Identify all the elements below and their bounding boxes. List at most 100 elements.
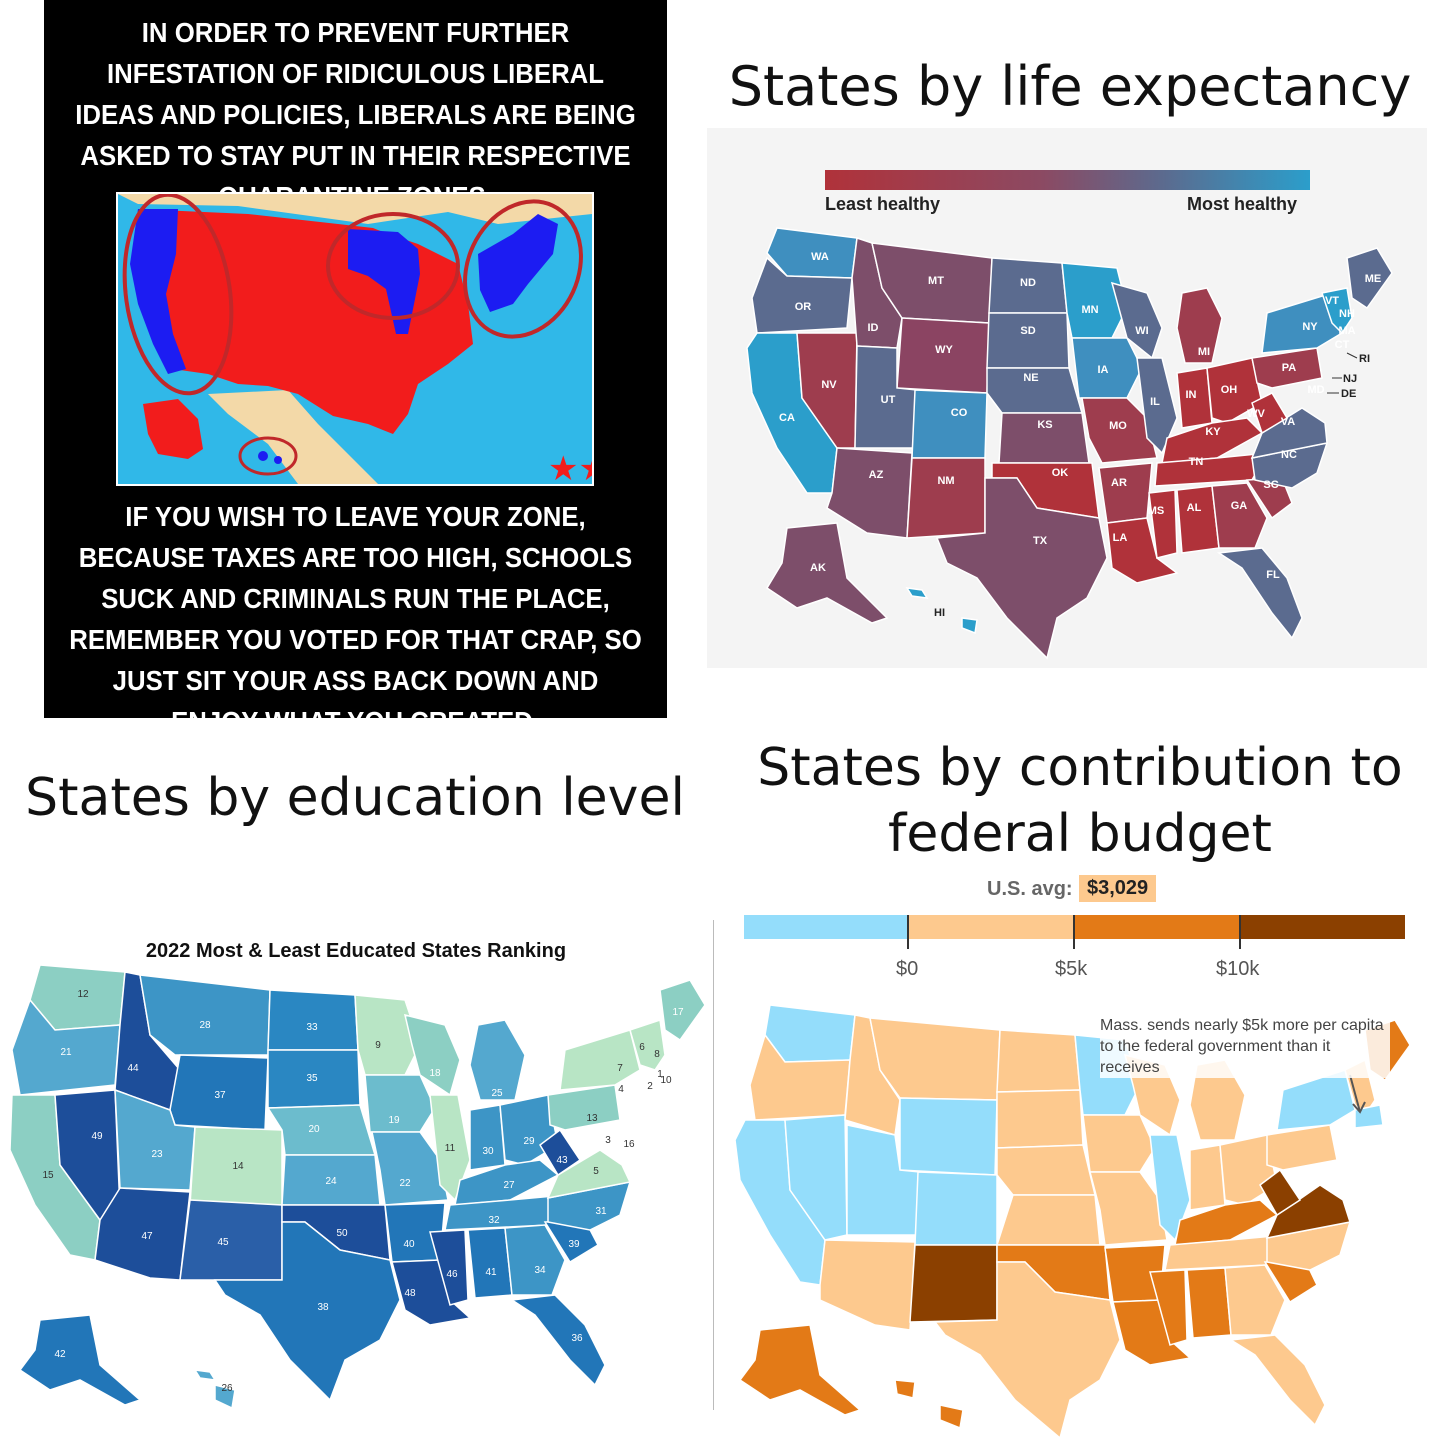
fed-state-in [1189,1144,1226,1211]
life-label-sd: SD [1020,325,1035,337]
edu-rank-wv: 43 [556,1155,568,1166]
edu-rank-il: 11 [445,1143,456,1154]
fed-state-va [1265,1184,1351,1240]
edu-rank-tx: 38 [317,1302,329,1313]
fed-state-wv [1259,1168,1302,1217]
edu-rank-tn: 32 [488,1215,500,1226]
edu-rank-nc: 31 [595,1206,607,1217]
education-panel: 2022 Most & Least Educated States Rankin… [0,920,712,1430]
life-label-de: DE [1341,388,1356,400]
life-expectancy-title: States by life expectancy [728,55,1412,118]
edu-rank-me: 17 [672,1007,684,1018]
edu-rank-vt: 6 [639,1042,645,1053]
edu-rank-nv: 49 [91,1131,103,1142]
life-state-or [751,256,853,334]
life-label-nh: NH [1339,308,1355,320]
edu-rank-ne: 20 [308,1124,320,1135]
fed-state-nm [909,1244,998,1323]
edu-rank-oh: 29 [523,1136,535,1147]
life-label-me: ME [1365,273,1382,285]
life-label-la: LA [1113,532,1128,544]
edu-rank-nh: 8 [654,1049,660,1060]
fed-state-ga [1224,1264,1286,1336]
life-label-ky: KY [1205,426,1221,438]
edu-rank-nm: 45 [217,1237,229,1248]
meme-blue-northeast [478,214,558,312]
education-title: States by education level [25,768,685,828]
edu-rank-ut: 23 [151,1149,163,1160]
life-label-ne: NE [1023,372,1038,384]
life-state-tx [935,477,1108,660]
life-label-mn: MN [1081,304,1098,316]
edu-state-nd [267,989,359,1051]
life-state-fl [1216,547,1303,640]
edu-rank-ga: 34 [534,1265,546,1276]
fed-scale-low [908,915,1074,939]
edu-rank-va: 5 [593,1166,599,1177]
edu-state-az [94,1187,191,1281]
edu-state-nh-vt [629,1019,666,1071]
life-state-me [1346,247,1393,310]
life-state-ny [1261,292,1343,354]
life-expectancy-panel: Least healthy Most healthy [707,128,1427,668]
edu-state-ny [559,1029,641,1091]
edu-rank-ma: 1 [657,1069,663,1080]
edu-rank-az: 47 [141,1231,153,1242]
edu-rank-mi: 25 [491,1088,503,1099]
meme-top-text: IN ORDER TO PREVENT FURTHER INFESTATION … [75,17,636,212]
edu-state-wv [539,1128,582,1177]
edu-rank-md: 3 [605,1135,611,1146]
life-state-wi [1110,281,1163,360]
edu-state-ak [18,1314,142,1406]
fed-state-nv [784,1114,848,1241]
education-map-svg: 12 21 15 49 44 28 37 23 14 47 45 33 35 2… [9,964,706,1410]
life-label-az: AZ [869,469,884,481]
edu-rank-mn: 9 [375,1040,381,1051]
fed-state-co [914,1171,998,1246]
edu-rank-la: 48 [404,1288,416,1299]
life-map-svg: WA OR CA NV ID MT WY UT CO AZ NM ND SD N… [746,227,1393,660]
life-state-ak [765,522,889,624]
edu-rank-ok: 50 [336,1228,348,1239]
edu-rank-wa: 12 [77,989,89,1000]
edu-rank-ms: 46 [446,1269,458,1280]
edu-rank-in: 30 [482,1146,494,1157]
life-label-il: IL [1150,396,1160,408]
life-label-ia: IA [1098,364,1109,376]
life-label-ok: OK [1052,467,1069,479]
life-legend-bar [825,170,1310,190]
life-state-wv [1251,392,1289,435]
fed-tick-label-10k: $10k [1216,958,1260,980]
fed-state-ne [996,1144,1096,1196]
life-label-wv: WV [1247,408,1265,420]
meme-blue-west [130,209,186,374]
edu-state-pa [547,1084,621,1131]
fed-annotation: Mass. sends nearly $5k more per capita t… [1100,1015,1390,1078]
federal-budget-panel: U.S. avg: $3,029 $0 $5k $10k [715,870,1435,1438]
life-label-in: IN [1186,389,1197,401]
life-legend-high: Most healthy [1187,194,1298,214]
fed-avg-value: $3,029 [1079,875,1157,902]
life-label-md: MD [1307,384,1324,396]
life-label-nd: ND [1020,277,1036,289]
life-label-mt: MT [928,275,944,287]
life-label-ca: CA [779,412,795,424]
meme-bottom-text: IF YOU WISH TO LEAVE YOUR ZONE, BECAUSE … [69,501,642,737]
edu-state-me [659,979,706,1042]
edu-rank-ri: 2 [647,1081,653,1092]
fed-state-pa [1266,1124,1338,1171]
life-label-vt: VT [1325,295,1339,307]
life-label-or: OR [795,301,812,313]
life-label-ar: AR [1111,477,1127,489]
life-state-hi [905,587,929,599]
fed-scale-mid [1074,915,1240,939]
edu-rank-fl: 36 [571,1333,583,1344]
life-label-ma: MA [1338,325,1355,337]
edu-rank-al: 41 [485,1267,497,1278]
fed-state-hi [939,1404,964,1430]
edu-state-mi [469,1019,526,1101]
fed-scale-high [1240,915,1405,939]
fed-tick-label-0: $0 [896,958,919,980]
edu-rank-hi: 26 [221,1383,233,1394]
fed-state-mo [1089,1171,1168,1246]
